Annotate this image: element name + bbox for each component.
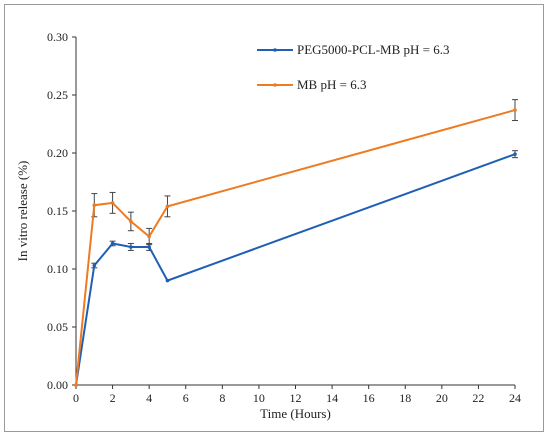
axes bbox=[75, 37, 515, 386]
x-ticks: 0 2 4 6 8 10 12 14 16 18 20 22 24 bbox=[73, 385, 521, 405]
release-chart: 0 2 4 6 8 10 12 14 16 18 20 22 24 0.000.050.100.150.… bbox=[15, 30, 521, 421]
x-tick-label: 22 bbox=[472, 391, 484, 405]
legend: PEG5000-PCL-MB pH = 6.3 MB pH = 6.3 bbox=[257, 42, 450, 92]
x-tick-label: 14 bbox=[326, 391, 338, 405]
x-tick-label: 24 bbox=[509, 391, 521, 405]
data-point bbox=[92, 263, 97, 268]
y-tick-label: 0.30 bbox=[47, 30, 68, 44]
data-point bbox=[74, 383, 78, 387]
y-tick-label: 0.25 bbox=[47, 88, 68, 102]
x-tick-label: 20 bbox=[436, 391, 448, 405]
y-tick-label: 0.20 bbox=[47, 146, 68, 160]
legend-marker-peg bbox=[273, 48, 277, 52]
y-ticks: 0.00 0.05 0.10 0.15 0.20 0.25 0.30 bbox=[47, 30, 76, 392]
legend-label-mb: MB pH = 6.3 bbox=[297, 77, 366, 92]
y-tick-label: 0.00 bbox=[47, 378, 68, 392]
y-axis-title: In vitro release (%) bbox=[15, 161, 30, 262]
data-point bbox=[147, 245, 151, 249]
data-point bbox=[147, 234, 151, 239]
series-layer bbox=[74, 99, 518, 387]
data-point bbox=[110, 241, 115, 246]
x-tick-label: 10 bbox=[253, 391, 265, 405]
y-tick-label: 0.15 bbox=[47, 204, 68, 218]
data-point bbox=[513, 108, 517, 112]
x-axis-title: Time (Hours) bbox=[260, 406, 331, 421]
legend-label-peg: PEG5000-PCL-MB pH = 6.3 bbox=[297, 42, 450, 57]
x-tick-label: 8 bbox=[219, 391, 225, 405]
series-1 bbox=[74, 99, 518, 387]
series-0 bbox=[74, 150, 518, 387]
data-point bbox=[513, 152, 517, 156]
x-tick-label: 12 bbox=[290, 391, 302, 405]
data-point bbox=[165, 278, 170, 283]
data-point bbox=[129, 219, 133, 224]
x-tick-label: 0 bbox=[73, 391, 79, 405]
chart-frame: 0 2 4 6 8 10 12 14 16 18 20 22 24 0.00 0.05 0.10 0.15 0.… bbox=[4, 4, 544, 432]
x-tick-label: 2 bbox=[110, 391, 116, 405]
x-tick-label: 4 bbox=[146, 391, 152, 405]
legend-marker-mb bbox=[273, 83, 277, 87]
y-tick-label: 0.05 bbox=[47, 320, 68, 334]
data-point bbox=[165, 204, 170, 209]
x-tick-label: 16 bbox=[363, 391, 375, 405]
y-tick-label: 0.10 bbox=[47, 262, 68, 276]
x-tick-label: 6 bbox=[183, 391, 189, 405]
x-tick-label: 18 bbox=[399, 391, 411, 405]
data-point bbox=[92, 203, 97, 207]
data-point bbox=[129, 245, 133, 249]
data-point bbox=[110, 201, 115, 205]
series-line bbox=[75, 153, 516, 386]
